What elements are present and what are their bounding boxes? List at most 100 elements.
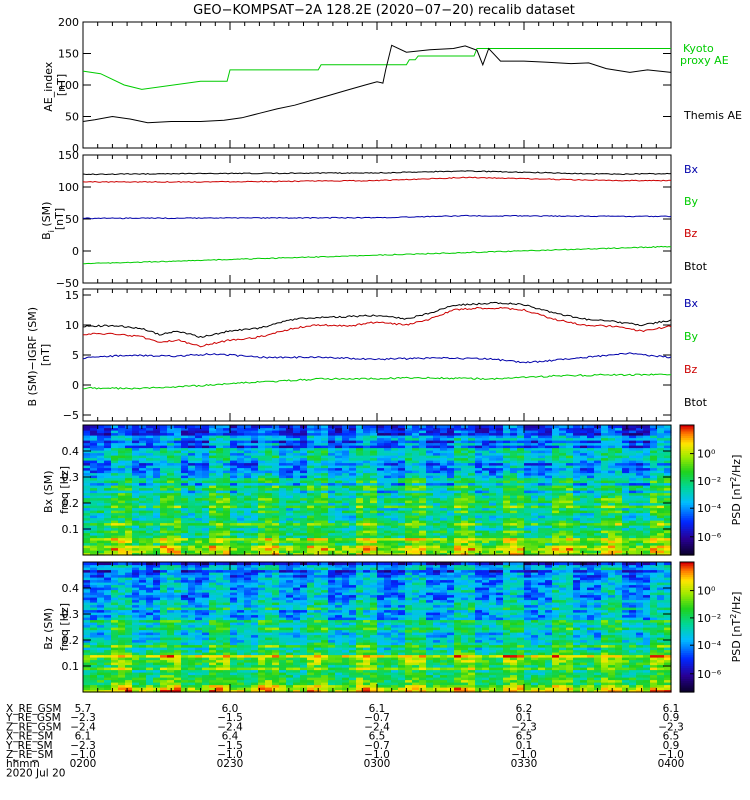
heatmap-cell xyxy=(496,500,504,504)
heatmap-cell xyxy=(349,552,357,556)
colorbar-swatch xyxy=(680,533,694,537)
heatmap-cell xyxy=(433,525,441,529)
heatmap-cell xyxy=(125,472,133,476)
heatmap-cell xyxy=(244,457,252,461)
heatmap-cell xyxy=(650,457,658,461)
heatmap-cell xyxy=(524,470,532,474)
colorbar-swatch xyxy=(680,529,694,532)
heatmap-cell xyxy=(552,535,560,539)
heatmap-cell xyxy=(636,487,644,491)
heatmap-cell xyxy=(622,462,630,466)
heatmap-cell xyxy=(202,520,210,524)
heatmap-cell xyxy=(139,525,147,529)
heatmap-cell xyxy=(314,440,322,444)
heatmap-cell xyxy=(664,457,672,461)
heatmap-cell xyxy=(489,517,497,521)
heatmap-cell xyxy=(405,495,413,499)
heatmap-cell xyxy=(188,450,196,454)
heatmap-cell xyxy=(664,445,672,449)
heatmap-cell xyxy=(202,447,210,451)
heatmap-cell xyxy=(496,512,504,516)
heatmap-cell xyxy=(580,522,588,526)
heatmap-cell xyxy=(433,465,441,469)
heatmap-cell xyxy=(510,465,518,469)
heatmap-cell xyxy=(118,522,126,526)
heatmap-cell xyxy=(167,535,175,539)
heatmap-cell xyxy=(650,512,658,516)
heatmap-cell xyxy=(195,535,203,539)
heatmap-cell xyxy=(139,457,147,461)
colorbar-swatch xyxy=(680,468,694,472)
heatmap-cell xyxy=(608,480,616,484)
heatmap-cell xyxy=(349,450,357,454)
heatmap-cell xyxy=(650,472,658,476)
heatmap-cell xyxy=(244,477,252,481)
heatmap-cell xyxy=(363,455,371,459)
heatmap-cell xyxy=(195,537,203,541)
heatmap-cell xyxy=(440,535,448,539)
heatmap-cell xyxy=(601,455,609,459)
heatmap-cell xyxy=(566,542,574,546)
heatmap-cell xyxy=(426,427,434,431)
heatmap-cell xyxy=(195,547,203,551)
heatmap-cell xyxy=(447,457,455,461)
heatmap-cell xyxy=(580,430,588,434)
colorbar-swatch xyxy=(680,511,694,515)
heatmap-cell xyxy=(405,552,413,556)
heatmap-cell xyxy=(594,475,602,479)
heatmap-cell xyxy=(356,465,364,469)
heatmap-cell xyxy=(636,552,644,556)
heatmap-cell xyxy=(440,450,448,454)
heatmap-cell xyxy=(272,435,280,439)
heatmap-cell xyxy=(342,689,350,693)
heatmap-cell xyxy=(321,437,329,441)
heatmap-cell xyxy=(608,490,616,494)
heatmap-cell xyxy=(412,552,420,556)
heatmap-cell xyxy=(300,507,308,511)
heatmap-cell xyxy=(223,550,231,554)
heatmap-cell xyxy=(601,520,609,524)
heatmap-cell xyxy=(83,480,91,484)
heatmap-cell xyxy=(335,465,343,469)
heatmap-cell xyxy=(475,522,483,526)
heatmap-cell xyxy=(391,512,399,516)
heatmap-cell xyxy=(496,470,504,474)
heatmap-cell xyxy=(188,475,196,479)
heatmap-cell xyxy=(83,502,91,506)
heatmap-cell xyxy=(405,545,413,549)
heatmap-cell xyxy=(440,537,448,541)
heatmap-cell xyxy=(419,467,427,471)
heatmap-cell xyxy=(468,532,476,536)
colorbar-swatch xyxy=(680,535,694,539)
heatmap-cell xyxy=(104,517,112,521)
heatmap-cell xyxy=(503,520,511,524)
heatmap-cell xyxy=(153,450,161,454)
heatmap-cell xyxy=(594,430,602,434)
heatmap-cell xyxy=(90,475,98,479)
heatmap-cell xyxy=(307,552,315,556)
heatmap-cell xyxy=(447,442,455,446)
heatmap-cell xyxy=(279,527,287,531)
heatmap-cell xyxy=(601,527,609,531)
heatmap-cell xyxy=(216,537,224,541)
heatmap-cell xyxy=(328,517,336,521)
heatmap-cell xyxy=(349,522,357,526)
heatmap-cell xyxy=(286,510,294,514)
heatmap-cell xyxy=(90,460,98,464)
heatmap-cell xyxy=(104,480,112,484)
heatmap-cell xyxy=(258,442,266,446)
heatmap-cell xyxy=(461,542,469,546)
heatmap-cell xyxy=(447,492,455,496)
heatmap-cell xyxy=(398,497,406,501)
heatmap-cell xyxy=(384,532,392,536)
heatmap-cell xyxy=(650,492,658,496)
heatmap-cell xyxy=(664,447,672,451)
heatmap-cell xyxy=(195,542,203,546)
plot-area xyxy=(82,44,672,124)
heatmap-cell xyxy=(286,500,294,504)
heatmap-cell xyxy=(279,550,287,554)
heatmap-cell xyxy=(314,470,322,474)
heatmap-cell xyxy=(209,432,217,436)
heatmap-cell xyxy=(482,472,490,476)
heatmap-cell xyxy=(188,462,196,466)
